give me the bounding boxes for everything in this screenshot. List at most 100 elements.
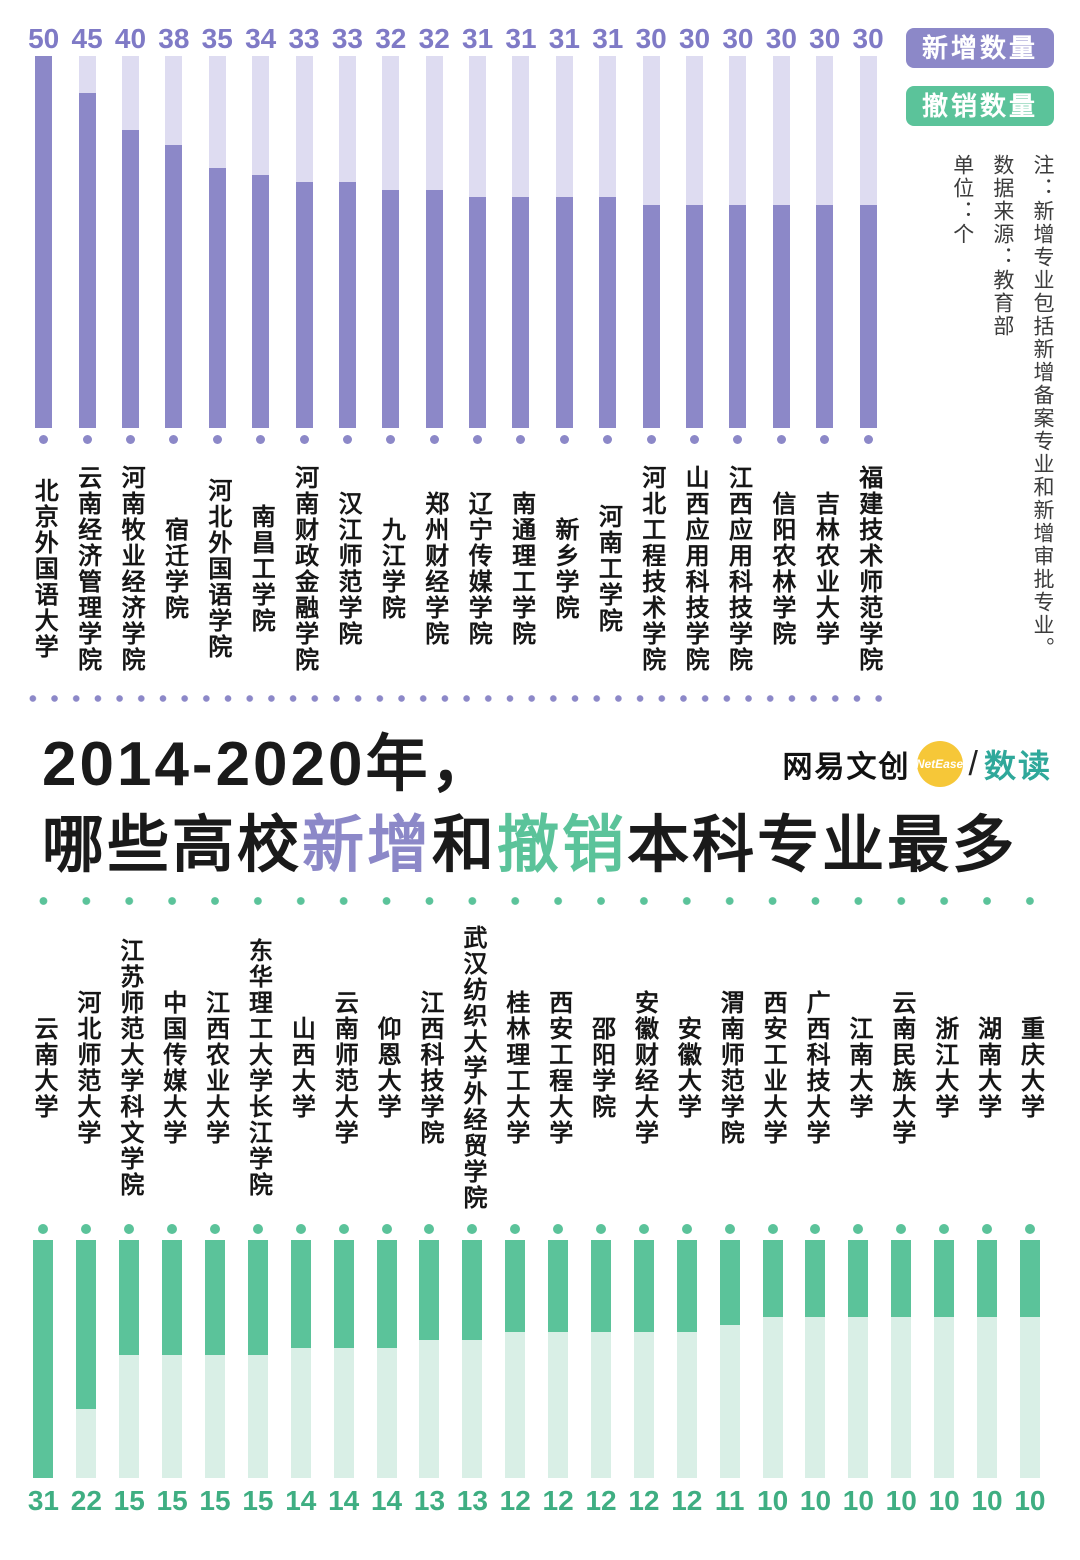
removed-value-label: 14 <box>328 1485 360 1517</box>
removed-column: 15 <box>151 1224 194 1518</box>
added-bar-fill <box>208 167 226 428</box>
added-bar-fill <box>35 56 53 428</box>
added-column: 33 <box>326 22 369 444</box>
removed-baseline-dot <box>596 1224 607 1235</box>
added-bar-track <box>642 56 660 428</box>
removed-bar-fill <box>591 1240 612 1333</box>
added-value-label: 50 <box>28 23 60 54</box>
removed-name-column: 云南民族大学 <box>880 912 923 1224</box>
title-keyword-added: 新增 <box>302 810 433 880</box>
removed-bar-fill <box>33 1240 54 1479</box>
removed-column: 22 <box>65 1224 108 1518</box>
removed-column: 31 <box>22 1224 65 1518</box>
removed-names-row: 云南大学 河北师范大学 江苏师范大学科文学院 中国传媒大学 江西农业大学 东华理工大学长江… <box>22 912 1080 1224</box>
added-name-column: 河北外国语学院 <box>196 446 239 692</box>
title-line2-post: 本科专业最多 <box>627 810 1018 880</box>
added-value-label: 32 <box>418 23 450 54</box>
added-bar-fill <box>859 204 877 428</box>
removed-baseline-dot <box>81 1224 92 1235</box>
removed-category-label: 浙江大学 <box>930 1016 958 1121</box>
removed-column: 10 <box>1008 1224 1051 1518</box>
removed-category-label: 河北师范大学 <box>72 990 100 1147</box>
removed-bar-track <box>719 1240 740 1479</box>
added-baseline-dot <box>342 435 352 444</box>
removed-bar-track <box>891 1240 912 1479</box>
removed-value-label: 12 <box>542 1485 574 1517</box>
added-value-label: 35 <box>201 23 233 54</box>
removed-bar-fill <box>891 1240 912 1317</box>
added-name-column: 南昌工学院 <box>239 446 282 692</box>
added-bar-fill <box>772 204 790 428</box>
legend-and-notes-panel: 新增数量 撤销数量 单位：个 数据来源：教育部 注：新增专业包括新增备案专业和新… <box>890 22 1080 703</box>
removed-bar-track <box>462 1240 483 1479</box>
removed-bar-track <box>1019 1240 1040 1479</box>
removed-bar-track <box>33 1240 54 1479</box>
removed-column: 15 <box>236 1224 279 1518</box>
removed-bar-track <box>419 1240 440 1479</box>
added-category-label: 宿迁学院 <box>160 517 188 621</box>
added-column: 32 <box>369 22 412 444</box>
added-column: 31 <box>456 22 499 444</box>
removed-baseline-dot <box>338 1224 349 1235</box>
removed-bar-fill <box>848 1240 869 1317</box>
added-category-label: 九江学院 <box>377 517 405 621</box>
removed-baseline-dot <box>424 1224 435 1235</box>
added-category-label: 山西应用科技学院 <box>681 465 709 673</box>
removed-category-label: 山西大学 <box>287 1016 315 1121</box>
removed-name-column: 西安工程大学 <box>537 912 580 1224</box>
added-bar-track <box>772 56 790 428</box>
added-category-label: 辽宁传媒学院 <box>464 491 492 647</box>
removed-baseline-dot <box>510 1224 521 1235</box>
removed-name-column: 邵阳学院 <box>580 912 623 1224</box>
added-name-column: 河南财政金融学院 <box>282 446 325 692</box>
removed-value-label: 14 <box>285 1485 317 1517</box>
removed-category-label: 江苏师范大学科文学院 <box>115 938 143 1199</box>
removed-value-label: 10 <box>928 1485 960 1517</box>
added-name-column: 江西应用科技学院 <box>716 446 759 692</box>
removed-baseline-dot <box>939 1224 950 1235</box>
removed-value-label: 12 <box>671 1485 703 1517</box>
title-line2-pre: 哪些高校 <box>42 810 303 880</box>
removed-bar-fill <box>376 1240 397 1348</box>
added-bar-track <box>121 56 139 428</box>
added-baseline-dot <box>82 435 92 444</box>
added-value-label: 38 <box>158 23 190 54</box>
removed-baseline-dot <box>638 1224 649 1235</box>
removed-bar-fill <box>762 1240 783 1317</box>
brand-wordmark: 网易文创 <box>782 751 911 784</box>
removed-name-column: 武汉纺织大学外经贸学院 <box>451 912 494 1224</box>
added-category-label: 河北工程技术学院 <box>637 465 665 673</box>
added-bar-track <box>816 56 834 428</box>
title-block: 2014-2020年， 哪些高校新增和撤销本科专业最多 网易文创 NetEase … <box>0 725 1080 886</box>
added-name-column: 辽宁传媒学院 <box>456 446 499 692</box>
removed-column: 12 <box>537 1224 580 1518</box>
added-baseline-dot <box>603 435 613 444</box>
added-column: 40 <box>109 22 152 444</box>
removed-bar-fill <box>462 1240 483 1340</box>
removed-bar-track <box>162 1240 183 1479</box>
removed-bar-fill <box>548 1240 569 1333</box>
added-category-label: 河北外国语学院 <box>203 478 231 660</box>
removed-bar-fill <box>934 1240 955 1317</box>
removed-baseline-dot <box>1024 1224 1035 1235</box>
added-baseline-dot <box>429 435 439 444</box>
title-keyword-removed: 撤销 <box>497 810 628 880</box>
removed-value-label: 10 <box>971 1485 1003 1517</box>
removed-majors-chart: 云南大学 河北师范大学 江苏师范大学科文学院 中国传媒大学 江西农业大学 东华理工大学长江… <box>22 912 1080 1518</box>
added-names-row: 北京外国语大学 云南经济管理学院 河南牧业经济学院 宿迁学院 河北外国语学院 南昌工学院河… <box>22 446 890 692</box>
removed-bar-track <box>247 1240 268 1479</box>
added-baseline-dot <box>559 435 569 444</box>
added-category-label: 江西应用科技学院 <box>724 465 752 673</box>
removed-value-label: 10 <box>842 1485 874 1517</box>
added-column: 50 <box>22 22 65 444</box>
removed-bar-fill <box>805 1240 826 1317</box>
added-majors-section: 50 45 40 38 35 34 33 33 32 32 31 31 31 31 30 30 30 30 30 30… <box>0 0 1080 703</box>
added-bar-fill <box>469 197 487 428</box>
added-value-label: 30 <box>678 23 711 54</box>
removed-baseline-dot <box>124 1224 135 1235</box>
removed-name-column: 江西农业大学 <box>194 912 237 1224</box>
removed-baseline-dot <box>381 1224 392 1235</box>
removed-bar-track <box>548 1240 569 1479</box>
removed-bar-track <box>76 1240 97 1479</box>
